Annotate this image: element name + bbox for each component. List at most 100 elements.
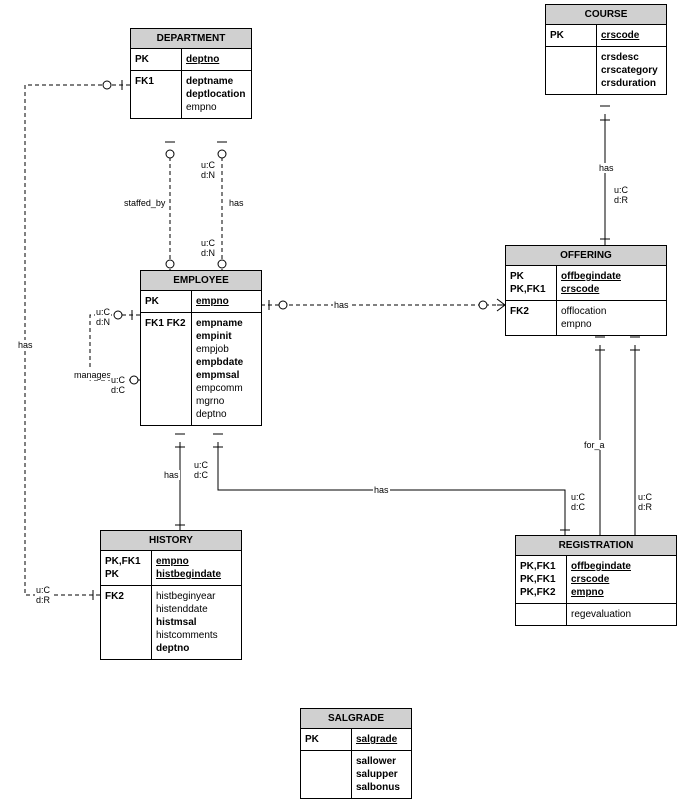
attr: salgrade [356, 733, 407, 746]
rel-label-has_dept_emp: has [228, 198, 245, 208]
attr: histbeginyear [156, 590, 237, 603]
entity-department: DEPARTMENTPK deptno FK1deptnamedeptlocatio… [130, 28, 252, 119]
attr: salbonus [356, 781, 407, 794]
attr-column: salgrade [352, 729, 411, 750]
attr: empcomm [196, 382, 257, 395]
attr-column: histbeginyearhistenddatehistmsalhistcomm… [152, 586, 241, 659]
entity-row: FK1deptnamedeptlocationempno [131, 71, 251, 118]
rel-label-has_emp_off: has [333, 300, 350, 310]
entity-row: FK2histbeginyearhistenddatehistmsalhistc… [101, 586, 241, 659]
entity-row: FK1 FK2empnameempinitempjobempbdateempms… [141, 313, 261, 425]
attr: empno [156, 555, 237, 568]
attr: deptno [156, 642, 237, 655]
rel-label-has_emp_reg: has [373, 485, 390, 495]
rel-label-has_course_off: has [598, 163, 615, 173]
entity-title: DEPARTMENT [131, 29, 251, 49]
attr-column: deptnamedeptlocationempno [182, 71, 251, 118]
entity-row: PK PK,FK1offbegindatecrscode [506, 266, 666, 301]
attr: salupper [356, 768, 407, 781]
rel-label-staffed_by: staffed_by [123, 198, 166, 208]
attr: sallower [356, 755, 407, 768]
attr-column: offlocationempno [557, 301, 666, 335]
attr-column: empno [192, 291, 261, 312]
key-column: FK2 [506, 301, 557, 335]
entity-row: PK deptno [131, 49, 251, 71]
attr-column: deptno [182, 49, 251, 70]
entity-title: SALGRADE [301, 709, 411, 729]
entity-history: HISTORYPK,FK1 PKempnohistbegindateFK2his… [100, 530, 242, 660]
cardinality-label: u:C d:C [570, 492, 586, 512]
entity-row: PK salgrade [301, 729, 411, 751]
attr: histenddate [156, 603, 237, 616]
entity-row: FK2offlocationempno [506, 301, 666, 335]
key-column: PK [301, 729, 352, 750]
attr: offbegindate [561, 270, 662, 283]
entity-employee: EMPLOYEEPKempnoFK1 FK2empnameempinitempj… [140, 270, 262, 426]
entity-title: COURSE [546, 5, 666, 25]
attr-column: empnameempinitempjobempbdateempmsalempco… [192, 313, 261, 425]
key-column: PK,FK1 PK [101, 551, 152, 585]
attr: mgrno [196, 395, 257, 408]
key-column: PK [131, 49, 182, 70]
entity-title: OFFERING [506, 246, 666, 266]
attr-column: empnohistbegindate [152, 551, 241, 585]
entity-row: PKcrscode [546, 25, 666, 47]
entity-offering: OFFERINGPK PK,FK1offbegindatecrscodeFK2o… [505, 245, 667, 336]
cardinality-label: u:C d:R [637, 492, 653, 512]
attr: empno [571, 586, 672, 599]
attr: crscode [561, 283, 662, 296]
attr-column: offbegindatecrscode [557, 266, 666, 300]
cardinality-label: u:C d:C [110, 375, 126, 395]
attr: deptname [186, 75, 247, 88]
attr: crscode [601, 29, 662, 42]
entity-row: PK empno [141, 291, 261, 313]
entity-row: sallowersaluppersalbonus [301, 751, 411, 798]
key-column: FK1 FK2 [141, 313, 192, 425]
attr: crscode [571, 573, 672, 586]
attr: empno [196, 295, 257, 308]
attr: offbegindate [571, 560, 672, 573]
attr: crscategory [601, 64, 662, 77]
attr: regevaluation [571, 608, 672, 621]
attr: empmsal [196, 369, 257, 382]
key-column: FK2 [101, 586, 152, 659]
entity-salgrade: SALGRADEPK salgrade sallowersaluppersalbon… [300, 708, 412, 799]
key-column [546, 47, 597, 94]
rel-label-has_dept_hist: has [17, 340, 34, 350]
relationship-edges [0, 0, 690, 803]
attr: deptno [186, 53, 247, 66]
key-column: PK [141, 291, 192, 312]
attr: empno [561, 318, 662, 331]
attr-column: crsdesccrscategorycrsduration [597, 47, 666, 94]
attr: histmsal [156, 616, 237, 629]
attr: empjob [196, 343, 257, 356]
attr: empinit [196, 330, 257, 343]
entity-row: regevaluation [516, 604, 676, 625]
attr: empname [196, 317, 257, 330]
cardinality-label: u:C d:C [193, 460, 209, 480]
attr: empbdate [196, 356, 257, 369]
attr: histbegindate [156, 568, 237, 581]
attr-column: offbegindatecrscodeempno [567, 556, 676, 603]
key-column: FK1 [131, 71, 182, 118]
attr-column: sallowersaluppersalbonus [352, 751, 411, 798]
entity-title: EMPLOYEE [141, 271, 261, 291]
rel-label-manages: manages [73, 370, 112, 380]
attr: crsduration [601, 77, 662, 90]
cardinality-label: u:C d:N [200, 160, 216, 180]
entity-course: COURSEPKcrscodecrsdesccrscategorycrsdura… [545, 4, 667, 95]
cardinality-label: u:C d:R [35, 585, 51, 605]
cardinality-label: u:C d:N [200, 238, 216, 258]
cardinality-label: u:C d:N [95, 307, 111, 327]
rel-label-has_emp_hist: has [163, 470, 180, 480]
key-column: PK,FK1 PK,FK1 PK,FK2 [516, 556, 567, 603]
attr: deptno [196, 408, 257, 421]
key-column [516, 604, 567, 625]
attr-column: regevaluation [567, 604, 676, 625]
attr-column: crscode [597, 25, 666, 46]
entity-registration: REGISTRATIONPK,FK1 PK,FK1 PK,FK2offbegin… [515, 535, 677, 626]
attr: crsdesc [601, 51, 662, 64]
key-column: PK PK,FK1 [506, 266, 557, 300]
attr: empno [186, 101, 247, 114]
entity-title: HISTORY [101, 531, 241, 551]
